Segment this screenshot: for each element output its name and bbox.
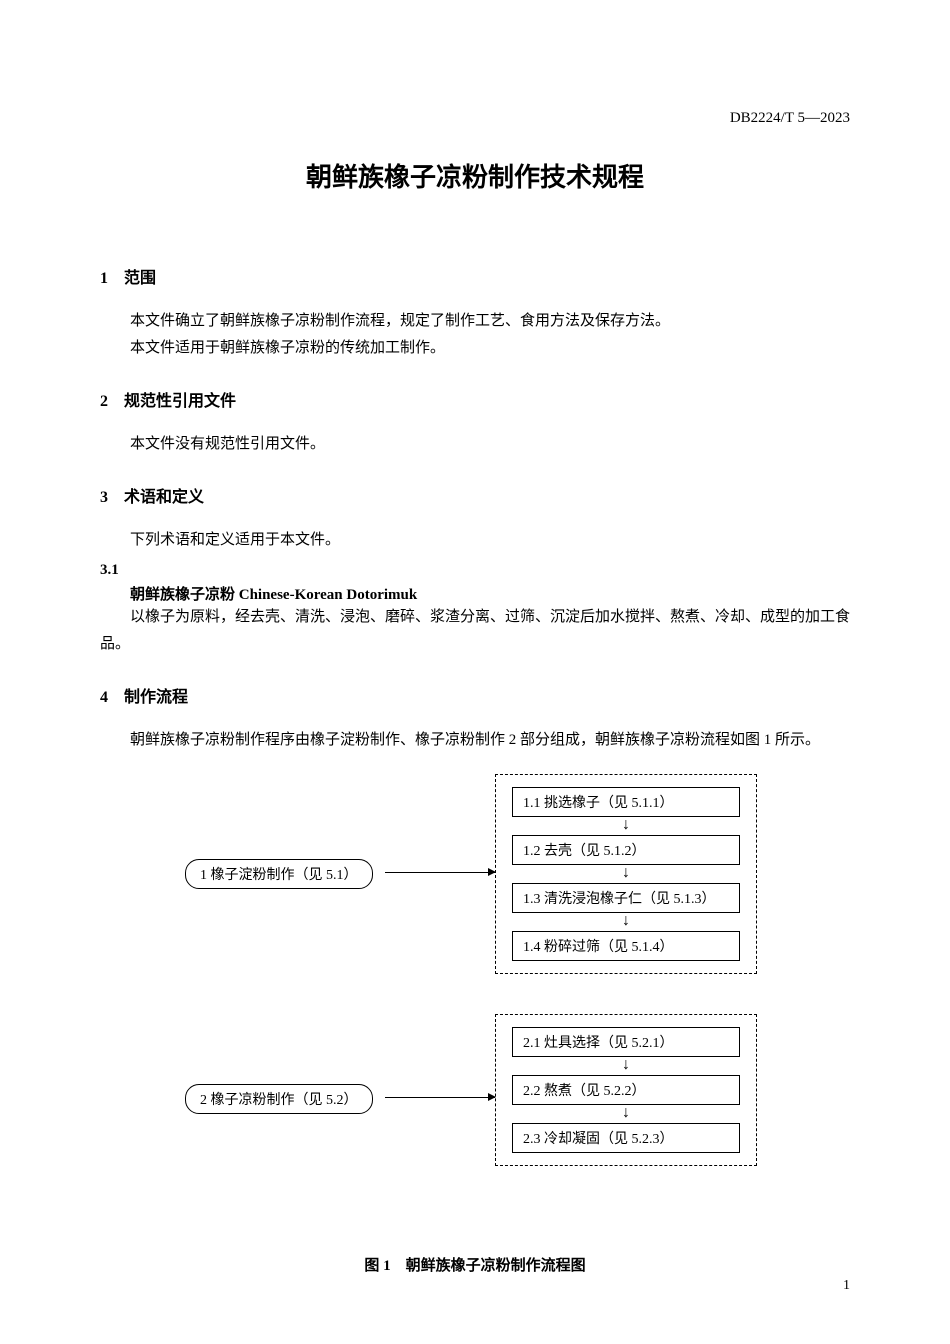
section-3-subhead: 朝鲜族橡子凉粉 Chinese-Korean Dotorimuk: [100, 583, 850, 604]
section-1-heading: 1 范围: [100, 264, 850, 288]
flowchart: 1 橡子淀粉制作（见 5.1） 2 橡子凉粉制作（见 5.2） 1.1 挑选橡子…: [155, 774, 795, 1224]
step-1-3: 1.3 清洗浸泡橡子仁（见 5.1.3）: [512, 883, 740, 913]
section-3-desc: 以橡子为原料，经去壳、清洗、浸泡、磨碎、浆渣分离、过筛、沉淀后加水搅拌、熬煮、冷…: [100, 604, 850, 658]
section-2-para-1: 本文件没有规范性引用文件。: [100, 431, 850, 458]
phase-1-label: 1 橡子淀粉制作（见 5.1）: [185, 859, 373, 889]
group-1-box: 1.1 挑选橡子（见 5.1.1） ↓ 1.2 去壳（见 5.1.2） ↓ 1.…: [495, 774, 757, 974]
page-number: 1: [843, 1278, 850, 1294]
arrow-down-icon: ↓: [512, 913, 740, 931]
arrow-down-icon: ↓: [512, 865, 740, 883]
arrow-down-icon: ↓: [512, 1105, 740, 1123]
arrow-down-icon: ↓: [512, 1057, 740, 1075]
section-3-para-1: 下列术语和定义适用于本文件。: [100, 527, 850, 554]
section-1-para-2: 本文件适用于朝鲜族橡子凉粉的传统加工制作。: [100, 335, 850, 362]
section-1-para-1: 本文件确立了朝鲜族橡子凉粉制作流程，规定了制作工艺、食用方法及保存方法。: [100, 308, 850, 335]
step-2-1: 2.1 灶具选择（见 5.2.1）: [512, 1027, 740, 1057]
document-code: DB2224/T 5—2023: [100, 110, 850, 127]
section-3-subnum: 3.1: [100, 562, 850, 579]
section-4-para-1: 朝鲜族橡子凉粉制作程序由橡子淀粉制作、橡子凉粉制作 2 部分组成，朝鲜族橡子凉粉…: [100, 727, 850, 754]
section-4-heading: 4 制作流程: [100, 683, 850, 707]
section-3-heading: 3 术语和定义: [100, 483, 850, 507]
document-title: 朝鲜族橡子凉粉制作技术规程: [100, 157, 850, 194]
phase-2-label: 2 橡子凉粉制作（见 5.2）: [185, 1084, 373, 1114]
arrow-phase-1: [385, 872, 495, 873]
step-1-2: 1.2 去壳（见 5.1.2）: [512, 835, 740, 865]
flowchart-container: 1 橡子淀粉制作（见 5.1） 2 橡子凉粉制作（见 5.2） 1.1 挑选橡子…: [100, 774, 850, 1224]
step-1-1: 1.1 挑选橡子（见 5.1.1）: [512, 787, 740, 817]
step-2-2: 2.2 熬煮（见 5.2.2）: [512, 1075, 740, 1105]
group-2-box: 2.1 灶具选择（见 5.2.1） ↓ 2.2 熬煮（见 5.2.2） ↓ 2.…: [495, 1014, 757, 1166]
arrow-phase-2: [385, 1097, 495, 1098]
step-1-4: 1.4 粉碎过筛（见 5.1.4）: [512, 931, 740, 961]
step-2-3: 2.3 冷却凝固（见 5.2.3）: [512, 1123, 740, 1153]
section-2-heading: 2 规范性引用文件: [100, 387, 850, 411]
arrow-down-icon: ↓: [512, 817, 740, 835]
figure-caption: 图 1 朝鲜族橡子凉粉制作流程图: [100, 1254, 850, 1275]
